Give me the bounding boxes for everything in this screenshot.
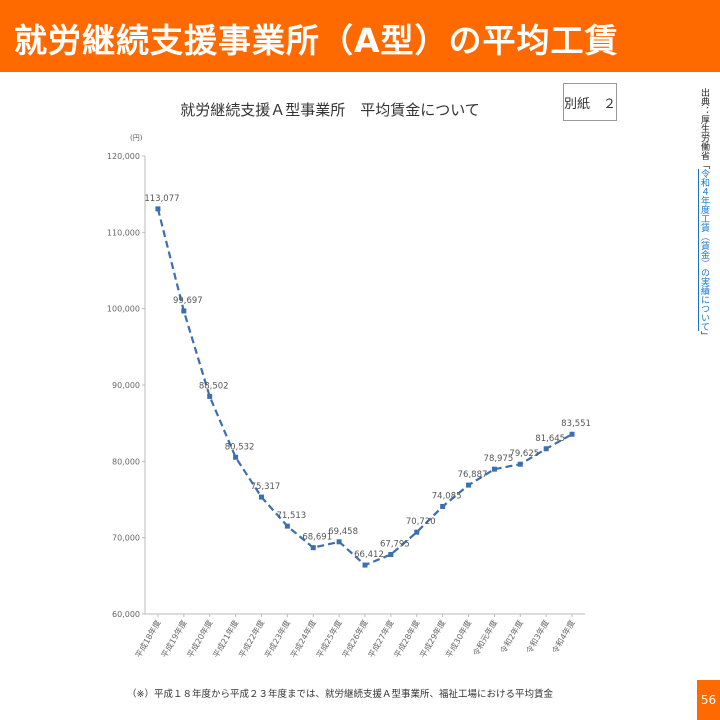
x-tick-label: 平成26年度 [340,618,370,660]
source-suffix: 」 [699,331,709,340]
source-note: 出典：厚生労働省「令和４年度工賃（賃金）の実績について」 [694,88,714,388]
data-label: 66,412 [354,550,384,560]
y-tick-label: 70,000 [112,534,140,543]
data-label: 71,513 [276,511,306,521]
data-label: 99,697 [173,296,203,306]
data-point [414,529,420,535]
y-tick-label: 120,000 [107,152,140,161]
x-tick-label: 平成18年度 [133,618,163,660]
data-label: 83,551 [561,419,591,429]
data-label: 80,532 [225,442,255,452]
x-tick-label: 平成25年度 [314,618,344,660]
source-link[interactable]: 令和４年度工賃（賃金）の実績について [699,169,709,331]
x-tick-label: 平成23年度 [262,618,292,660]
footnote: （※）平成１８年度から平成２３年度までは、就労継続支援Ａ型事業所、福祉工場におけ… [127,689,553,700]
data-point [362,562,368,568]
data-point [258,494,264,500]
y-tick-label: 90,000 [112,381,140,390]
page-title: 就労継続支援事業所（A型）の平均工賃 [14,21,619,60]
data-point [491,466,497,472]
data-label: 79,625 [509,449,539,459]
y-tick-label: 80,000 [112,457,140,466]
data-label: 75,317 [251,482,281,492]
x-tick-label: 平成19年度 [159,618,189,660]
data-label: 113,077 [144,194,179,204]
x-tick-label: 平成21年度 [211,618,241,660]
attachment-label: 別紙 ２ [563,83,617,121]
data-label: 74,085 [432,491,462,501]
chart-title: 就労継続支援Ａ型事業所 平均賃金について [180,101,480,119]
data-label: 76,887 [458,470,488,480]
data-point [517,461,523,467]
x-tick-label: 平成28年度 [392,618,422,660]
x-tick-label: 平成20年度 [185,618,215,660]
x-tick-label: 平成24年度 [288,618,318,660]
x-tick-label: 令和3年度 [524,618,551,655]
data-label: 88,502 [199,381,229,391]
data-point [336,539,342,545]
data-label: 68,691 [302,533,332,543]
x-tick-label: 令和2年度 [498,618,525,655]
data-point [466,482,472,488]
data-point [440,503,446,509]
data-point [569,431,575,437]
x-tick-label: 令和元年度 [470,618,499,658]
data-label: 70,720 [406,517,436,527]
x-tick-label: 平成27年度 [366,618,396,660]
data-label: 69,458 [328,527,358,537]
x-tick-label: 平成22年度 [236,618,266,660]
y-tick-label: 110,000 [107,228,140,237]
data-point [310,545,316,551]
data-point [284,523,290,529]
data-point [233,454,239,460]
data-label: 67,795 [380,539,410,549]
data-point [181,308,187,314]
data-label: 78,975 [484,454,514,464]
data-point [155,206,161,212]
data-label: 81,645 [535,434,565,444]
x-tick-label: 平成29年度 [418,618,448,660]
header-banner: 就労継続支援事業所（A型）の平均工賃 [0,0,720,72]
data-point [207,393,213,399]
y-tick-label: 60,000 [112,610,140,619]
page-number: 56 [697,680,720,720]
x-tick-label: 令和4年度 [550,618,577,655]
y-axis-unit: (円) [130,134,143,142]
y-tick-label: 100,000 [107,305,140,314]
x-tick-label: 平成30年度 [444,618,474,660]
data-point [543,446,549,452]
data-point [388,551,394,557]
source-prefix: 出典：厚生労働省「 [699,88,709,169]
